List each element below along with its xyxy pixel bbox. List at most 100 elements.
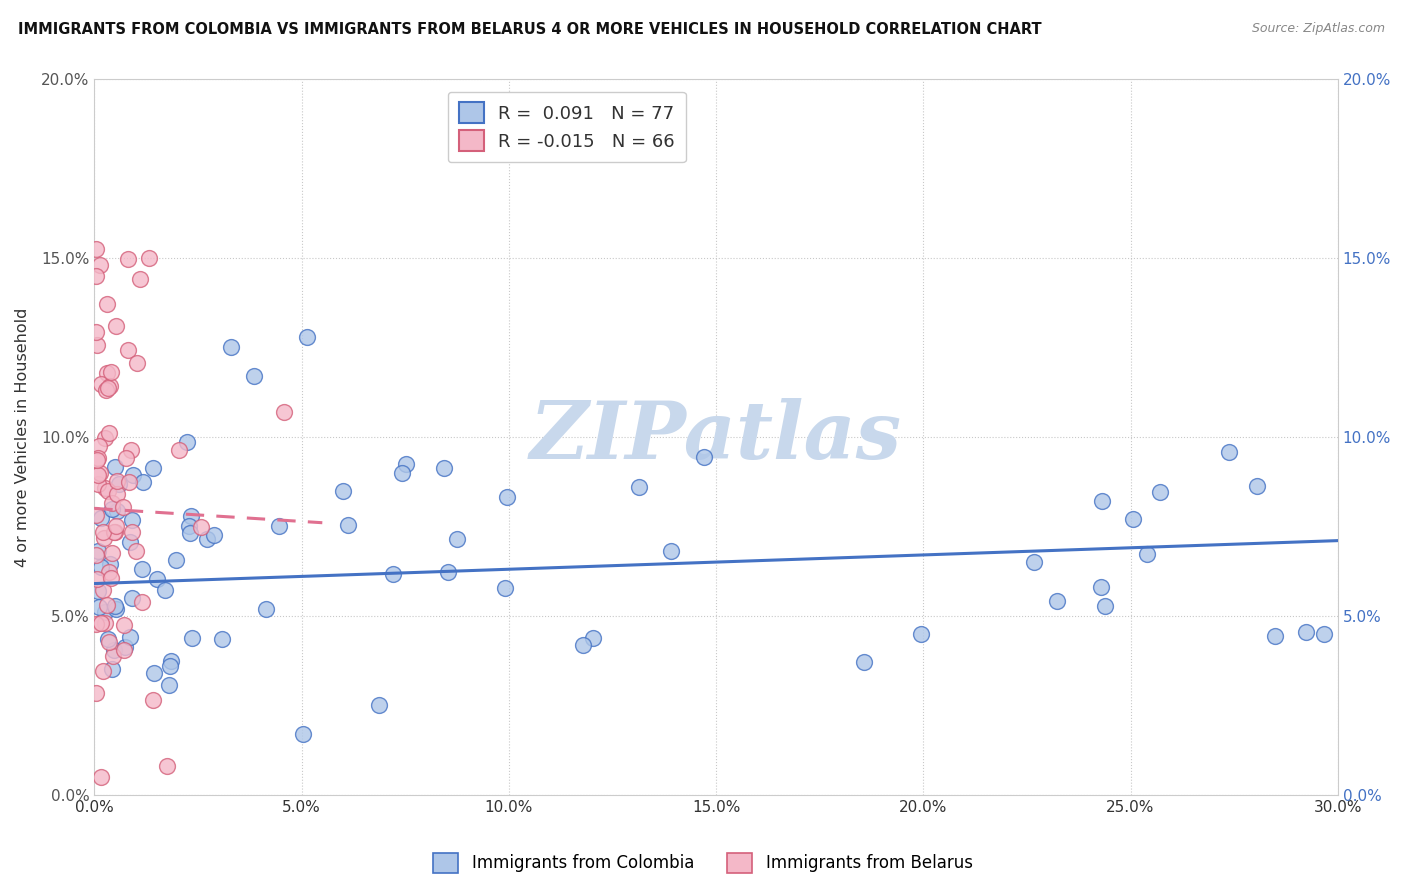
Point (104, 599, 127, 613)
Point (86, 686, 108, 700)
Point (86, 616, 108, 631)
Point (87, 584, 110, 599)
Legend: R =  0.091   N = 77, R = -0.015   N = 66: R = 0.091 N = 77, R = -0.015 N = 66 (449, 92, 686, 162)
Point (1135, 548, 1157, 562)
Point (104, 519, 127, 533)
Point (98, 635, 121, 649)
Point (90, 559, 112, 574)
Point (94, 481, 117, 495)
Point (436, 565, 458, 579)
Point (101, 546, 124, 560)
Point (138, 251, 160, 265)
Point (103, 643, 125, 657)
Point (382, 566, 405, 581)
Point (693, 450, 716, 465)
Point (242, 368, 264, 383)
Point (105, 487, 128, 501)
Point (111, 500, 134, 514)
Point (96, 297, 118, 311)
Point (98, 425, 121, 440)
Point (332, 484, 354, 499)
Point (132, 475, 155, 489)
Point (117, 343, 139, 358)
Point (91, 664, 114, 678)
Point (87, 450, 110, 465)
Point (112, 643, 135, 657)
Point (90, 377, 112, 392)
Point (86, 242, 108, 256)
Point (90, 510, 112, 524)
Point (1149, 484, 1171, 499)
Point (157, 678, 180, 692)
Point (122, 468, 145, 483)
Point (219, 340, 242, 354)
Point (1094, 599, 1116, 614)
Point (114, 640, 136, 655)
Point (177, 518, 200, 533)
Text: ZIPatlas: ZIPatlas (530, 398, 903, 475)
Point (89, 599, 111, 614)
Point (131, 594, 153, 608)
Point (90, 770, 112, 784)
Point (96, 598, 118, 612)
Point (910, 626, 932, 640)
Point (104, 525, 127, 540)
Point (852, 655, 875, 669)
Point (494, 581, 516, 595)
Point (395, 457, 418, 471)
Point (156, 759, 179, 773)
Point (1122, 511, 1144, 525)
Point (180, 508, 202, 523)
Point (181, 631, 204, 645)
Point (1264, 630, 1286, 644)
Point (627, 480, 650, 494)
Point (93, 524, 115, 539)
Point (97, 483, 120, 498)
Point (118, 475, 141, 489)
Point (659, 543, 682, 558)
Point (125, 543, 148, 558)
Point (86, 508, 108, 523)
Point (143, 666, 166, 681)
Point (105, 318, 128, 333)
Point (121, 591, 143, 605)
Point (367, 698, 389, 713)
Y-axis label: 4 or more Vehicles in Household: 4 or more Vehicles in Household (15, 307, 30, 566)
Point (115, 451, 138, 466)
Point (571, 638, 593, 652)
Point (87, 544, 110, 558)
Point (1022, 555, 1045, 569)
Point (273, 405, 295, 419)
Point (87, 477, 110, 491)
Point (94, 383, 117, 397)
Legend: Immigrants from Colombia, Immigrants from Belarus: Immigrants from Colombia, Immigrants fro… (426, 847, 980, 880)
Point (121, 524, 143, 539)
Point (86, 572, 108, 586)
Point (101, 496, 124, 510)
Point (297, 329, 319, 343)
Point (165, 553, 187, 567)
Point (97, 565, 120, 579)
Point (120, 442, 142, 457)
Point (86, 452, 108, 467)
Point (96, 367, 118, 381)
Point (108, 477, 131, 491)
Point (176, 435, 198, 450)
Point (211, 632, 233, 647)
Point (131, 562, 153, 576)
Point (86, 338, 108, 352)
Point (121, 513, 143, 527)
Point (86, 268, 108, 283)
Point (1295, 625, 1317, 640)
Point (94, 605, 117, 619)
Point (142, 460, 165, 475)
Point (117, 252, 139, 266)
Point (142, 692, 165, 706)
Point (87, 439, 110, 453)
Point (433, 461, 456, 475)
Point (153, 582, 176, 597)
Point (446, 532, 468, 546)
Text: Source: ZipAtlas.com: Source: ZipAtlas.com (1251, 22, 1385, 36)
Point (202, 528, 225, 542)
Point (582, 631, 605, 645)
